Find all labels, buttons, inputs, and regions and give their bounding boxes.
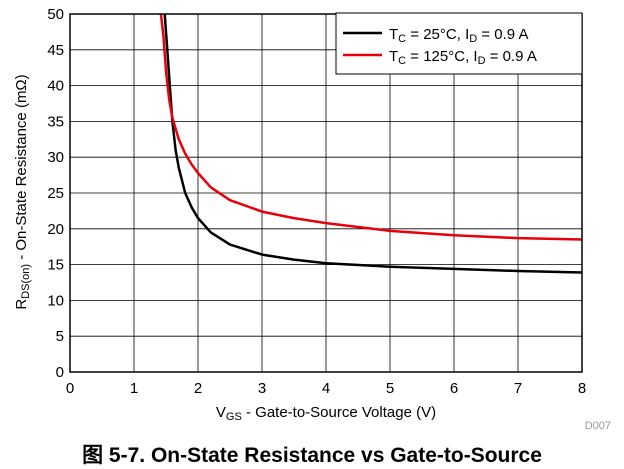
y-tick-label: 30 <box>47 149 64 166</box>
legend-box <box>335 12 583 75</box>
legend-label-25c: TC = 25°C, ID = 0.9 A <box>389 26 529 45</box>
x-tick-label: 0 <box>66 380 74 397</box>
x-tick-label: 7 <box>514 380 522 397</box>
series-lines <box>159 13 583 274</box>
x-tick-label: 2 <box>194 380 202 397</box>
y-tick-label: 25 <box>47 185 64 202</box>
x-axis-label: VGS - Gate-to-Source Voltage (V) <box>216 404 436 423</box>
legend: TC = 25°C, ID = 0.9 A TC = 125°C, ID = 0… <box>335 12 583 75</box>
figure-id: D007 <box>585 420 611 432</box>
y-tick-label: 50 <box>47 6 64 23</box>
y-tick-label: 45 <box>47 42 64 59</box>
x-tick-label: 6 <box>450 380 458 397</box>
series-line-125c <box>159 13 583 241</box>
y-tick-label: 20 <box>47 221 64 238</box>
plot-frame <box>69 13 583 373</box>
y-axis-label: RDS(on) - On-State Resistance (mΩ) <box>13 74 32 309</box>
x-tick-label: 8 <box>578 380 586 397</box>
legend-label-125c: TC = 125°C, ID = 0.9 A <box>389 48 537 67</box>
x-tick-label: 4 <box>322 380 330 397</box>
y-tick-label: 35 <box>47 113 64 130</box>
x-tick-label: 5 <box>386 380 394 397</box>
figure-caption: 图 5-7. On-State Resistance vs Gate-to-So… <box>82 444 542 467</box>
x-tick-labels: 0 1 2 3 4 5 6 7 8 <box>66 380 586 397</box>
y-tick-label: 10 <box>47 292 64 309</box>
y-tick-label: 0 <box>56 364 64 381</box>
x-tick-label: 3 <box>258 380 266 397</box>
y-tick-label: 5 <box>56 328 64 345</box>
y-tick-label: 40 <box>47 78 64 95</box>
y-tick-labels: 0 5 10 15 20 25 30 35 40 45 50 <box>47 6 64 381</box>
x-tick-label: 1 <box>130 380 138 397</box>
y-tick-label: 15 <box>47 257 64 274</box>
